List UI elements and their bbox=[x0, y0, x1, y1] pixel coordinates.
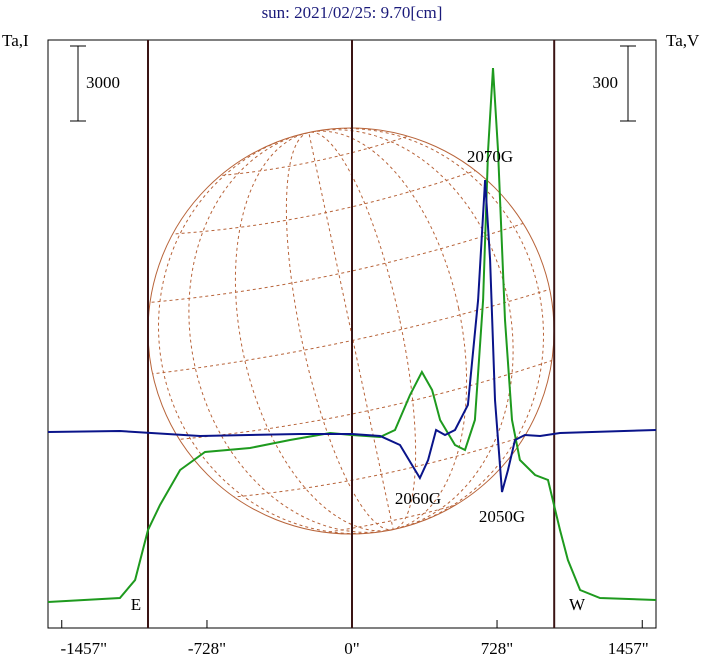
y2-axis-label: Ta,V bbox=[666, 31, 700, 50]
x-tick-label: -1457" bbox=[60, 639, 107, 658]
x-tick-label: 1457" bbox=[608, 639, 649, 658]
x-tick-label: 0" bbox=[344, 639, 359, 658]
marker-label: E bbox=[131, 595, 141, 614]
annotation: 2060G bbox=[395, 489, 441, 508]
sun-disk bbox=[139, 104, 566, 556]
scale-bar-label: 300 bbox=[593, 73, 619, 92]
scale-bar-label: 3000 bbox=[86, 73, 120, 92]
annotation: 2070G bbox=[467, 147, 513, 166]
chart-title: sun: 2021/02/25: 9.70[cm] bbox=[262, 3, 443, 22]
y-axis-label: Ta,I bbox=[2, 31, 29, 50]
annotation: 2050G bbox=[479, 507, 525, 526]
data-line bbox=[47, 67, 657, 603]
marker-label: W bbox=[569, 595, 586, 614]
data-line bbox=[47, 179, 657, 493]
x-tick-label: 728" bbox=[481, 639, 513, 658]
x-tick-label: -728" bbox=[188, 639, 226, 658]
